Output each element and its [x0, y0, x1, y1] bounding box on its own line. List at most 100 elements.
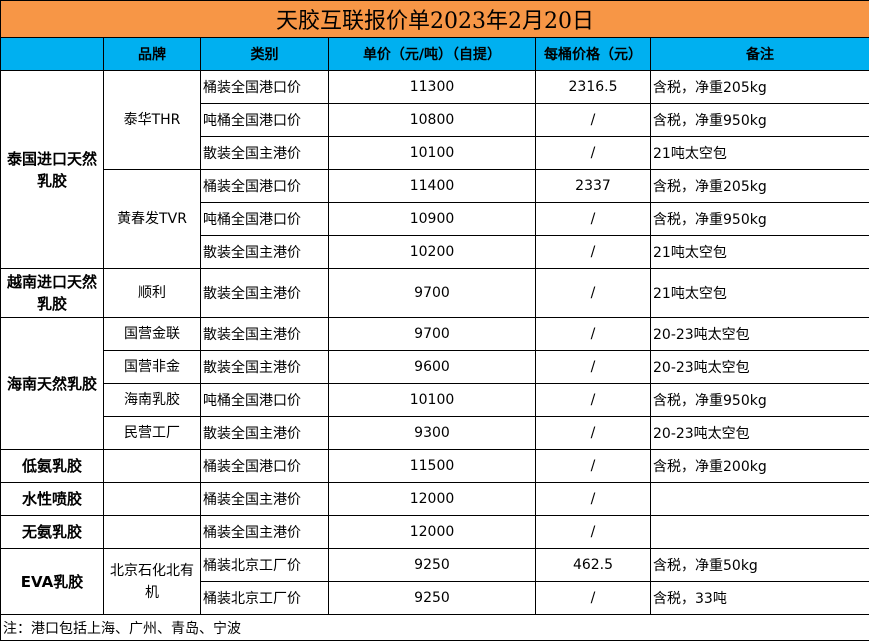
per-barrel-cell: / — [536, 516, 651, 549]
per-barrel-cell: / — [536, 450, 651, 483]
note-cell: 含税，净重950kg — [651, 203, 869, 236]
per-barrel-cell: 2316.5 — [536, 71, 651, 104]
type-cell: 桶装全国主港价 — [201, 516, 329, 549]
category-cell: EVA乳胶 — [1, 549, 104, 615]
note-cell: 含税，净重50kg — [651, 549, 869, 582]
category-cell: 越南进口天然乳胶 — [1, 269, 104, 318]
per-barrel-cell: / — [536, 137, 651, 170]
note-cell: 21吨太空包 — [651, 236, 869, 269]
type-cell: 桶装全国港口价 — [201, 450, 329, 483]
header-price: 单价（元/吨）（自提） — [329, 38, 536, 71]
price-cell: 12000 — [329, 516, 536, 549]
type-cell: 散装全国主港价 — [201, 351, 329, 384]
note-cell: 20-23吨太空包 — [651, 417, 869, 450]
price-cell: 10800 — [329, 104, 536, 137]
price-cell: 9250 — [329, 549, 536, 582]
brand-cell — [104, 450, 201, 483]
note-cell — [651, 516, 869, 549]
per-barrel-cell: / — [536, 203, 651, 236]
note-cell — [651, 483, 869, 516]
price-cell: 11300 — [329, 71, 536, 104]
type-cell: 桶装北京工厂价 — [201, 549, 329, 582]
per-barrel-cell: / — [536, 318, 651, 351]
type-cell: 散装全国主港价 — [201, 137, 329, 170]
note-cell: 含税，净重200kg — [651, 450, 869, 483]
header-type: 类别 — [201, 38, 329, 71]
price-cell: 10200 — [329, 236, 536, 269]
category-cell: 无氨乳胶 — [1, 516, 104, 549]
per-barrel-cell: / — [536, 269, 651, 318]
price-cell: 11500 — [329, 450, 536, 483]
per-barrel-cell: / — [536, 351, 651, 384]
brand-cell: 黄春发TVR — [104, 170, 201, 269]
type-cell: 散装全国主港价 — [201, 417, 329, 450]
brand-cell: 国营非金 — [104, 351, 201, 384]
price-cell: 10900 — [329, 203, 536, 236]
per-barrel-cell: / — [536, 236, 651, 269]
note-cell: 20-23吨太空包 — [651, 351, 869, 384]
price-cell: 9600 — [329, 351, 536, 384]
note-cell: 含税，33吨 — [651, 582, 869, 615]
brand-cell: 北京石化北有机 — [104, 549, 201, 615]
note-cell: 21吨太空包 — [651, 137, 869, 170]
note-cell: 21吨太空包 — [651, 269, 869, 318]
type-cell: 桶装全国主港价 — [201, 483, 329, 516]
brand-cell: 国营金联 — [104, 318, 201, 351]
price-cell: 10100 — [329, 137, 536, 170]
header-note: 备注 — [651, 38, 869, 71]
category-cell: 水性喷胶 — [1, 483, 104, 516]
price-cell: 9700 — [329, 318, 536, 351]
type-cell: 散装全国主港价 — [201, 269, 329, 318]
type-cell: 散装全国主港价 — [201, 236, 329, 269]
category-cell: 海南天然乳胶 — [1, 318, 104, 450]
per-barrel-cell: / — [536, 417, 651, 450]
type-cell: 桶装北京工厂价 — [201, 582, 329, 615]
category-cell: 低氨乳胶 — [1, 450, 104, 483]
note-cell: 含税，净重205kg — [651, 170, 869, 203]
footnote: 注：港口包括上海、广州、青岛、宁波 — [1, 615, 869, 641]
brand-cell — [104, 483, 201, 516]
note-cell: 含税，净重205kg — [651, 71, 869, 104]
price-cell: 11400 — [329, 170, 536, 203]
per-barrel-cell: / — [536, 384, 651, 417]
header-category — [1, 38, 104, 71]
brand-cell — [104, 516, 201, 549]
header-brand: 品牌 — [104, 38, 201, 71]
per-barrel-cell: / — [536, 483, 651, 516]
price-cell: 9700 — [329, 269, 536, 318]
note-cell: 含税，净重950kg — [651, 104, 869, 137]
per-barrel-cell: / — [536, 104, 651, 137]
brand-cell: 海南乳胶 — [104, 384, 201, 417]
note-cell: 20-23吨太空包 — [651, 318, 869, 351]
price-cell: 9300 — [329, 417, 536, 450]
price-cell: 10100 — [329, 384, 536, 417]
type-cell: 吨桶全国港口价 — [201, 384, 329, 417]
per-barrel-cell: 2337 — [536, 170, 651, 203]
type-cell: 桶装全国港口价 — [201, 71, 329, 104]
header-per-barrel: 每桶价格（元） — [536, 38, 651, 71]
brand-cell: 民营工厂 — [104, 417, 201, 450]
price-cell: 12000 — [329, 483, 536, 516]
page-title: 天胶互联报价单2023年2月20日 — [1, 1, 869, 38]
brand-cell: 顺利 — [104, 269, 201, 318]
type-cell: 吨桶全国港口价 — [201, 203, 329, 236]
type-cell: 桶装全国港口价 — [201, 170, 329, 203]
type-cell: 散装全国主港价 — [201, 318, 329, 351]
type-cell: 吨桶全国港口价 — [201, 104, 329, 137]
note-cell: 含税，净重950kg — [651, 384, 869, 417]
price-cell: 9250 — [329, 582, 536, 615]
header-row: 品牌 类别 单价（元/吨）（自提） 每桶价格（元） 备注 — [1, 38, 869, 71]
brand-cell: 泰华THR — [104, 71, 201, 170]
